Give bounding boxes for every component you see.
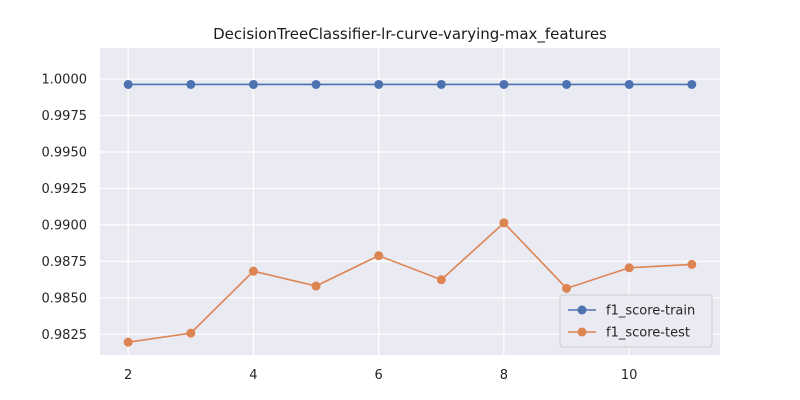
legend-marker (577, 305, 587, 315)
x-tick-label: 8 (500, 368, 508, 383)
y-tick-label: 0.9825 (42, 328, 88, 343)
series-f1_score-test (123, 218, 697, 347)
data-point (186, 79, 196, 89)
series-line (128, 221, 692, 343)
x-tick-label: 2 (124, 368, 132, 383)
data-point (186, 328, 196, 338)
legend: f1_score-train f1_score-test (559, 294, 713, 348)
data-point (687, 79, 697, 89)
data-point (562, 283, 572, 293)
legend-item: f1_score-train (568, 304, 695, 319)
data-point (248, 79, 258, 89)
data-point (123, 79, 133, 89)
data-point (499, 79, 509, 89)
legend-label: f1_score-train (606, 304, 695, 319)
legend-label: f1_score-test (606, 326, 690, 341)
chart-title: DecisionTreeClassifier-lr-curve-varying-… (213, 25, 607, 44)
x-tick-label: 4 (249, 368, 257, 383)
data-point (562, 79, 572, 89)
data-point (374, 79, 384, 89)
series-layer (123, 79, 697, 347)
data-point (374, 251, 384, 261)
data-point (311, 79, 321, 89)
data-point (123, 337, 133, 347)
legend-marker (577, 327, 587, 337)
y-tick-label: 0.9925 (42, 182, 88, 197)
data-point (436, 79, 446, 89)
y-tick-label: 0.9850 (42, 291, 88, 306)
data-point (436, 275, 446, 285)
y-tick-label: 0.9950 (42, 145, 88, 160)
tick-labels: 2 4 6 8 10 0.9825 0.9850 0.9875 0.9900 0.9925 0.99… (42, 73, 638, 383)
data-point (311, 281, 321, 291)
data-point (624, 79, 634, 89)
y-tick-label: 0.9875 (42, 255, 88, 270)
legend-box (559, 294, 713, 348)
data-point (248, 266, 258, 276)
data-point (499, 218, 509, 228)
data-point (687, 259, 697, 269)
x-tick-label: 6 (375, 368, 383, 383)
series-f1_score-train (123, 79, 697, 89)
y-tick-label: 0.9975 (42, 109, 88, 124)
x-tick-label: 10 (621, 368, 638, 383)
y-tick-label: 0.9900 (42, 218, 88, 233)
legend-item: f1_score-test (568, 326, 690, 341)
data-point (624, 263, 634, 273)
y-tick-label: 1.0000 (42, 73, 88, 88)
